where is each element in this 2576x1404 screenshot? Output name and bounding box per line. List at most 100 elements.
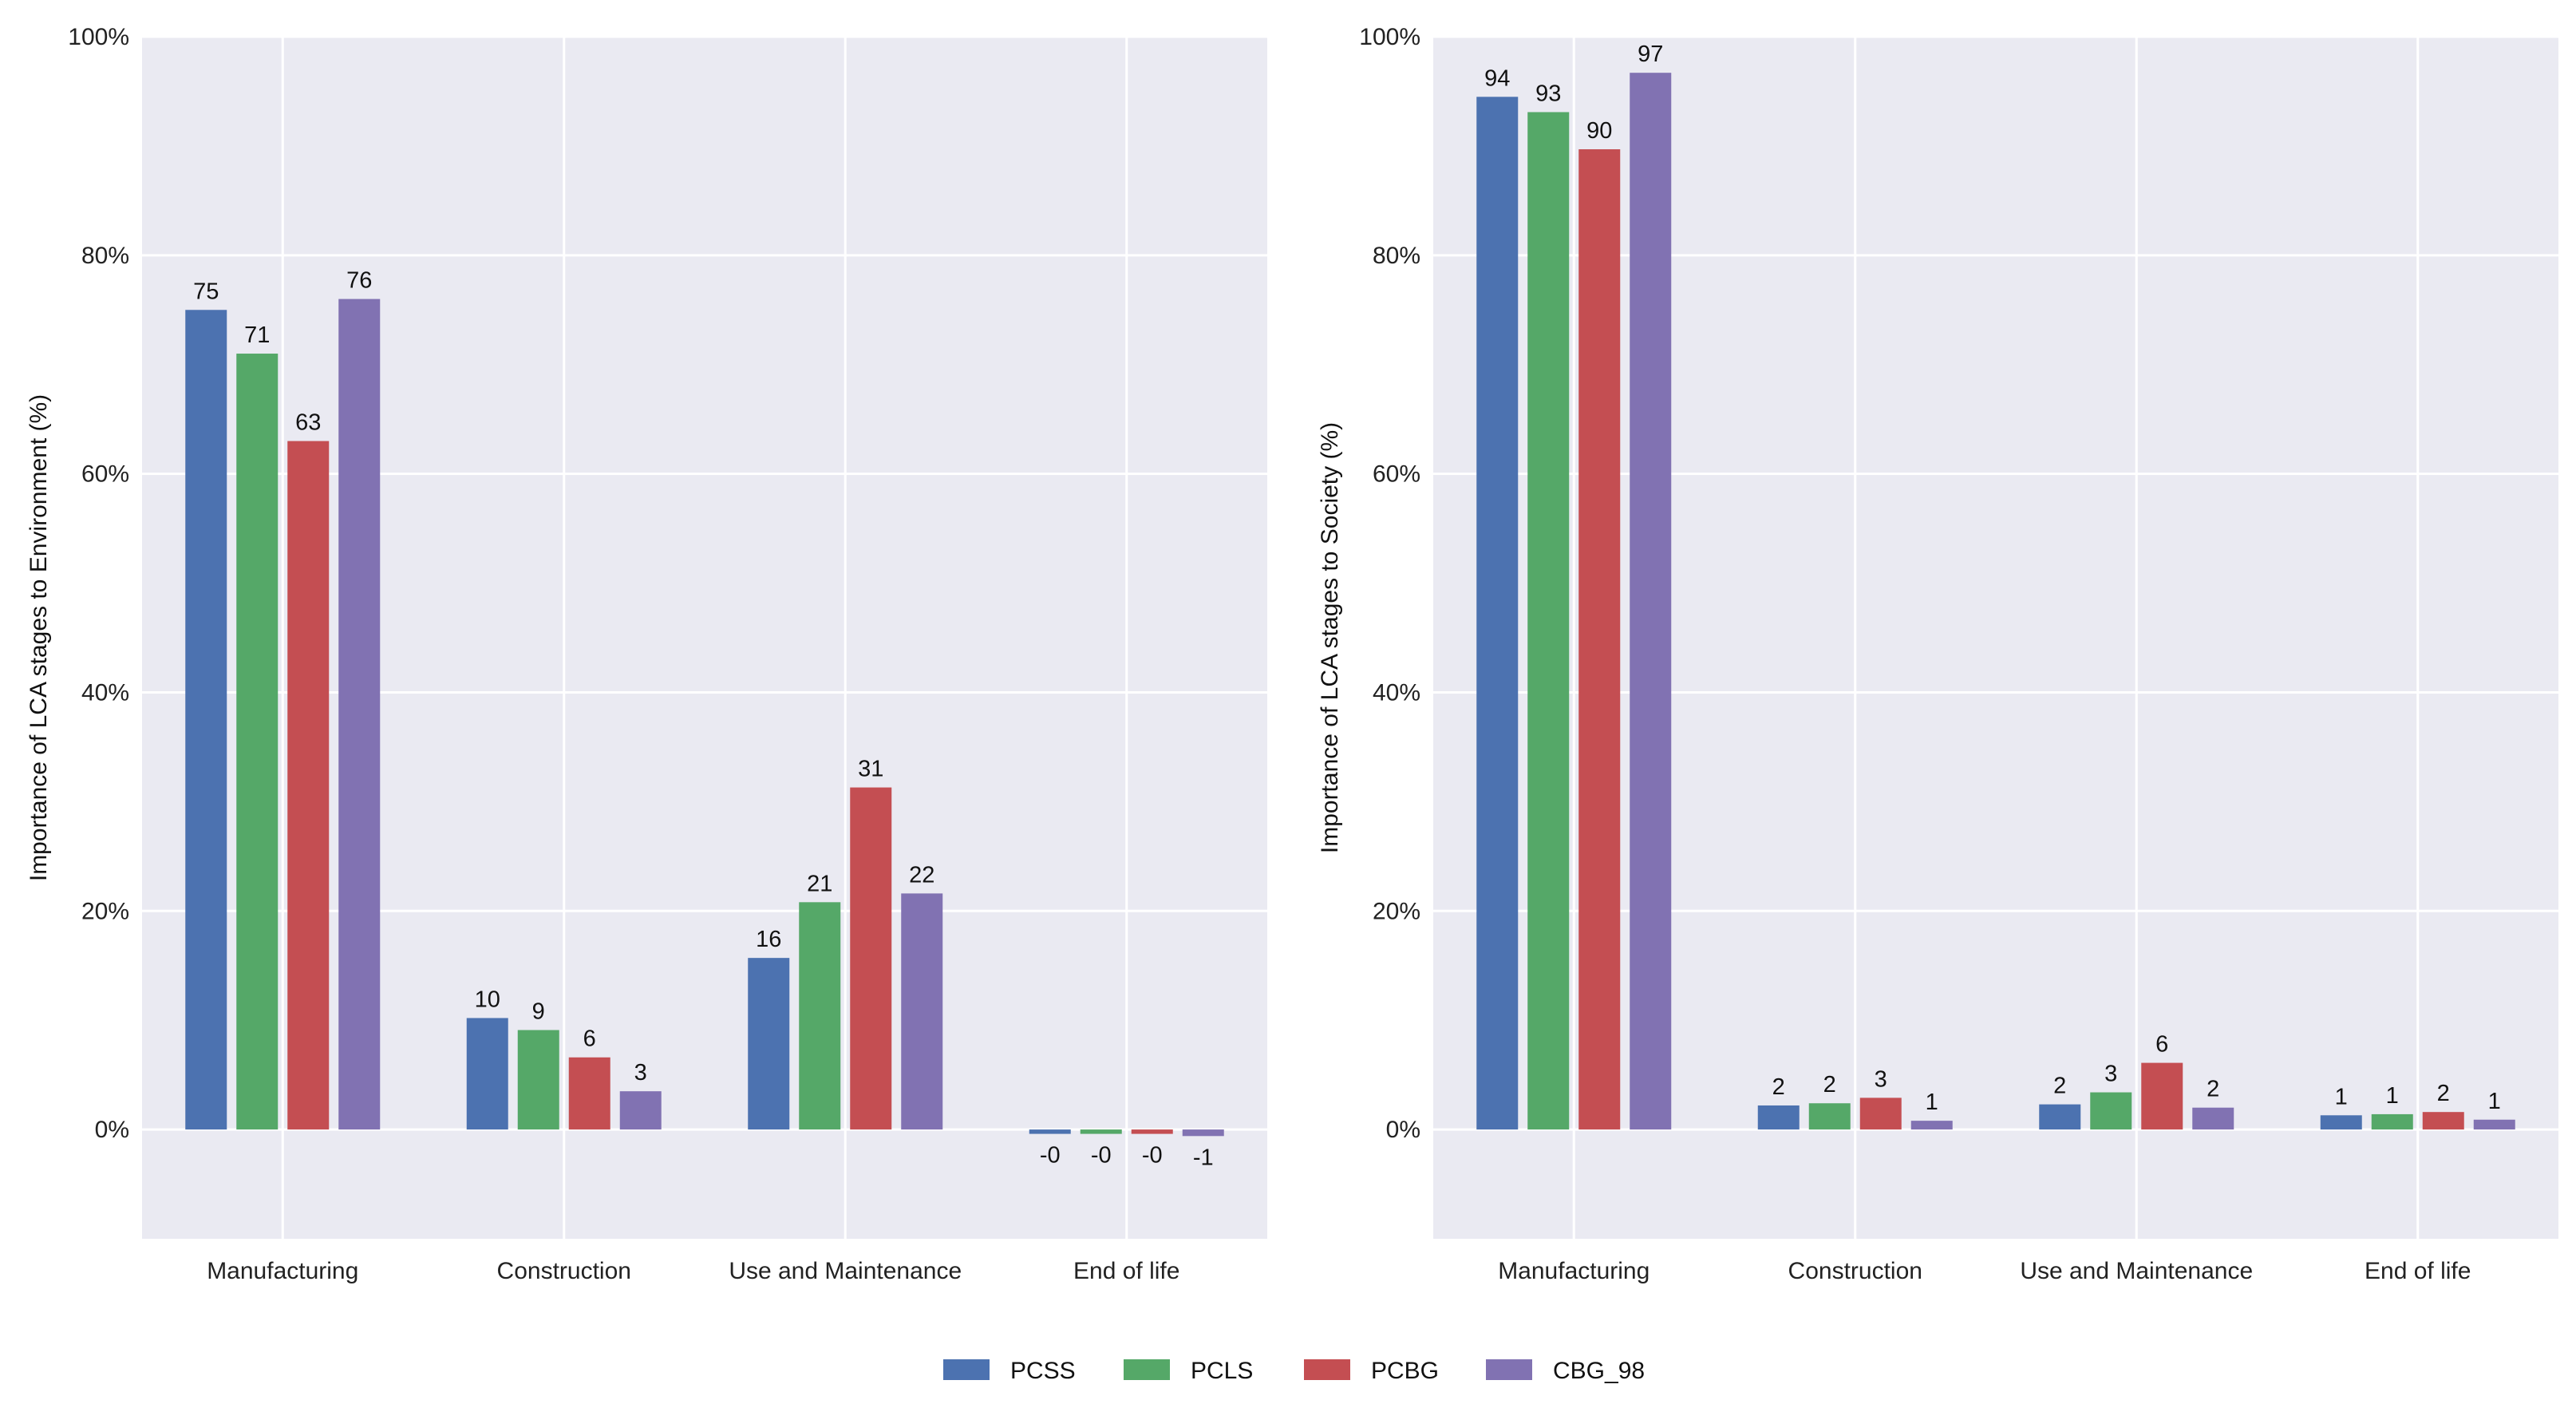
- bar-pcbg: [2422, 1112, 2464, 1130]
- data-label: 90: [1586, 118, 1612, 144]
- data-label: 1: [1926, 1090, 1938, 1115]
- legend-label: PCSS: [1010, 1358, 1076, 1384]
- data-label: 31: [858, 757, 883, 782]
- bar-pcss: [1757, 1105, 1800, 1130]
- x-tick-label: End of life: [2365, 1258, 2471, 1284]
- y-tick-label: 60%: [1373, 461, 1420, 488]
- data-label: 10: [475, 987, 500, 1012]
- bar-cbg-98: [619, 1091, 662, 1130]
- data-label: -0: [1091, 1143, 1112, 1169]
- data-label: 16: [756, 927, 781, 952]
- data-label: 1: [2386, 1083, 2399, 1109]
- bar-pcbg: [287, 441, 330, 1130]
- legend-label: PCLS: [1191, 1358, 1253, 1384]
- bar-pcls: [1527, 112, 1570, 1130]
- data-label: -0: [1142, 1143, 1163, 1169]
- bar-pcbg: [1578, 149, 1621, 1130]
- data-label: 6: [583, 1026, 596, 1052]
- data-label: 6: [2155, 1032, 2168, 1058]
- y-tick-label: 40%: [1373, 679, 1420, 706]
- data-label: 21: [807, 871, 832, 896]
- data-label: 75: [193, 279, 219, 304]
- legend-swatch-cbg-98: [1486, 1359, 1532, 1380]
- bar-pcbg: [2141, 1062, 2183, 1130]
- data-label: 2: [1823, 1072, 1836, 1097]
- data-label: 76: [346, 268, 372, 294]
- y-tick-label: 0%: [95, 1117, 129, 1143]
- data-label: 2: [1772, 1074, 1785, 1100]
- x-tick-label: Manufacturing: [1498, 1258, 1650, 1284]
- bar-pcss: [748, 958, 790, 1130]
- y-tick-label: 0%: [1386, 1117, 1420, 1143]
- legend-swatch-pcss: [943, 1359, 990, 1380]
- data-label: 93: [1535, 81, 1561, 106]
- environment-chart: 0% 20% 40% 60% 80% 100% Manufacturing Construct…: [26, 24, 1267, 1284]
- bar-pcls: [1080, 1129, 1122, 1134]
- data-label: 2: [2207, 1077, 2219, 1102]
- data-label: -0: [1040, 1143, 1061, 1169]
- y-tick-label: 80%: [81, 243, 129, 269]
- bar-pcls: [2090, 1092, 2132, 1130]
- bar-pcls: [2371, 1113, 2413, 1130]
- data-label: -1: [1193, 1145, 1214, 1170]
- legend-swatch-pcls: [1124, 1359, 1170, 1380]
- bar-cbg-98: [338, 299, 381, 1130]
- bar-pcss: [2039, 1104, 2081, 1130]
- x-tick-label: Manufacturing: [207, 1258, 358, 1284]
- y-tick-label: 80%: [1373, 243, 1420, 269]
- bar-pcss: [1029, 1129, 1071, 1134]
- bar-pcss: [185, 310, 227, 1130]
- data-label: 3: [1875, 1066, 1887, 1092]
- y-tick-label: 100%: [68, 24, 129, 50]
- bar-pcls: [1808, 1103, 1851, 1130]
- bar-pcss: [1476, 97, 1519, 1130]
- legend-label: CBG_98: [1553, 1358, 1645, 1384]
- bar-pcls: [236, 354, 279, 1130]
- bar-pcbg: [1131, 1129, 1173, 1134]
- bar-cbg-98: [2473, 1119, 2515, 1130]
- data-label: 97: [1638, 42, 1663, 67]
- data-label: 9: [532, 999, 545, 1025]
- data-label: 3: [2104, 1062, 2117, 1087]
- society-chart: 0% 20% 40% 60% 80% 100% Manufacturing Construct…: [1317, 24, 2558, 1284]
- legend-label: PCBG: [1371, 1358, 1439, 1384]
- data-label: 2: [2053, 1074, 2066, 1099]
- y-tick-label: 40%: [81, 679, 129, 706]
- bar-cbg-98: [1910, 1121, 1953, 1130]
- bar-pcls: [517, 1030, 559, 1130]
- bar-pcbg: [1859, 1097, 1902, 1130]
- data-label: 1: [2335, 1084, 2348, 1109]
- legend-swatch-pcbg: [1304, 1359, 1350, 1380]
- bar-cbg-98: [1630, 73, 1672, 1130]
- x-tick-label: Construction: [1788, 1258, 1922, 1284]
- data-label: 71: [244, 322, 270, 348]
- y-tick-label: 20%: [1373, 898, 1420, 924]
- y-tick-label: 100%: [1359, 24, 1420, 50]
- data-label: 22: [909, 862, 934, 888]
- x-tick-label: Use and Maintenance: [2020, 1258, 2253, 1284]
- bar-pcss: [466, 1018, 508, 1130]
- bar-pcbg: [850, 787, 892, 1130]
- data-label: 2: [2437, 1081, 2450, 1106]
- data-label: 63: [295, 410, 321, 436]
- bar-pcss: [2320, 1115, 2362, 1130]
- society-y-axis-title: Importance of LCA stages to Society (%): [1317, 422, 1343, 853]
- environment-y-axis-title: Importance of LCA stages to Environment …: [26, 394, 52, 881]
- legend: PCSS PCLS PCBG CBG_98: [943, 1358, 1645, 1384]
- y-tick-label: 60%: [81, 461, 129, 488]
- data-label: 1: [2488, 1089, 2501, 1114]
- y-tick-label: 20%: [81, 898, 129, 924]
- bar-pcls: [799, 902, 841, 1130]
- bar-cbg-98: [2192, 1107, 2234, 1130]
- bar-cbg-98: [1182, 1129, 1224, 1137]
- x-tick-label: Use and Maintenance: [729, 1258, 962, 1284]
- plot-area: [1433, 37, 2558, 1239]
- plot-area: [142, 37, 1267, 1239]
- data-label: 94: [1484, 65, 1510, 91]
- data-label: 3: [634, 1060, 647, 1086]
- x-tick-label: End of life: [1073, 1258, 1179, 1284]
- x-tick-label: Construction: [497, 1258, 631, 1284]
- bar-pcbg: [568, 1057, 610, 1130]
- bar-cbg-98: [901, 893, 943, 1130]
